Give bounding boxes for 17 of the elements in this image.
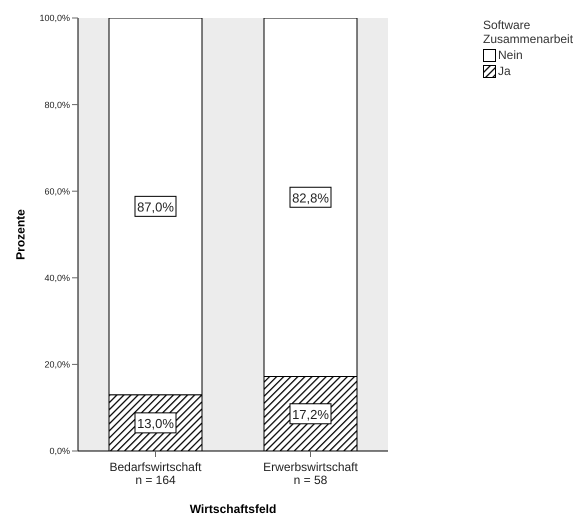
data-label: 82,8% xyxy=(292,190,330,206)
y-tick-label: 80,0% xyxy=(44,100,70,110)
x-tick-label: Bedarfswirtschaft n = 164 xyxy=(109,460,202,487)
legend-label: Nein xyxy=(498,48,523,62)
x-tick-label: Erwerbswirtschaft n = 58 xyxy=(263,460,359,487)
y-tick-label: 100,0% xyxy=(39,13,70,24)
y-tick-label: 40,0% xyxy=(44,272,70,283)
y-tick-label: 0,0% xyxy=(49,446,70,456)
y-tick-label: 60,0% xyxy=(44,186,70,196)
data-label: 13,0% xyxy=(137,416,174,431)
y-tick-label: 20,0% xyxy=(44,360,70,370)
legend-title: Software Zusammenarbeit xyxy=(483,18,574,46)
data-label: 17,2% xyxy=(292,406,330,422)
y-axis-title: Prozente xyxy=(13,208,28,260)
x-axis-title: Wirtschaftsfeld xyxy=(190,502,276,516)
legend-label: Ja xyxy=(498,64,511,78)
data-label: 87,0% xyxy=(137,199,174,214)
